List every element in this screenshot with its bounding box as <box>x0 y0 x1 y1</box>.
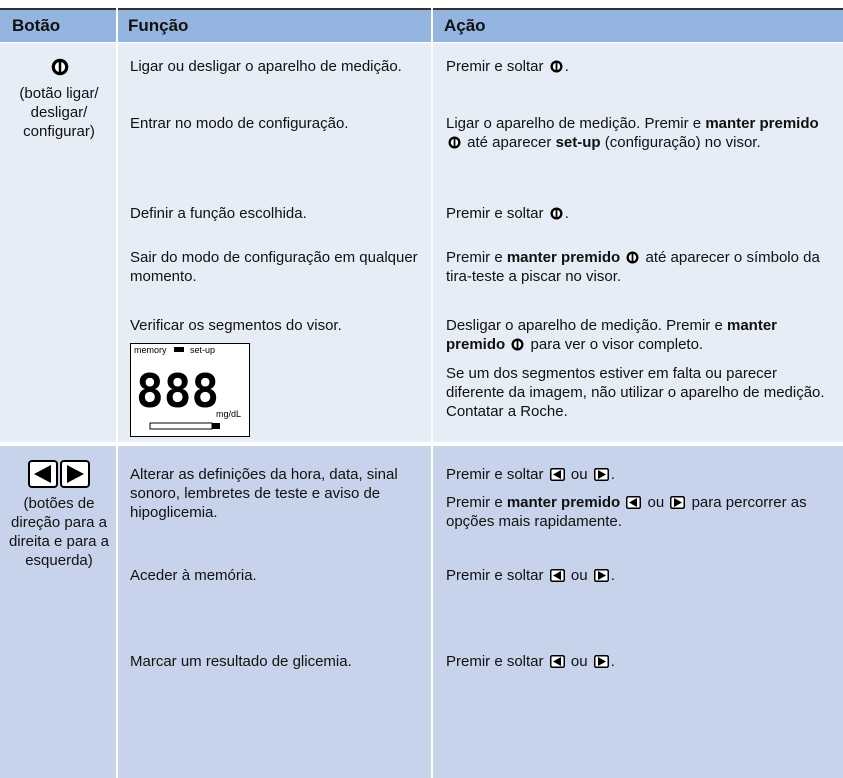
action: Premir e soltar ou . <box>446 465 831 484</box>
action: Premir e soltar ou . <box>446 566 831 585</box>
text: . <box>564 58 569 75</box>
display-label: 888 <box>136 364 219 418</box>
row-bg <box>0 446 843 778</box>
button-label: (botões de direção para a direita e para… <box>8 495 110 569</box>
action: Premir e soltar . <box>446 204 831 223</box>
display-label: memory <box>134 345 167 355</box>
left-icon <box>549 468 565 481</box>
text: ou <box>566 653 592 670</box>
header-cell: Ação <box>444 16 486 35</box>
header-cell: Função <box>128 16 189 35</box>
text: Premir e soltar <box>446 205 548 222</box>
function: Entrar no modo de configuração. <box>130 115 349 132</box>
text: para percorrer as opções mais rapidament… <box>446 494 807 530</box>
text: Desligar o aparelho de medição. Premir e <box>446 317 727 334</box>
column-divider <box>431 8 433 778</box>
right-icon <box>593 655 609 668</box>
power-icon <box>511 338 524 351</box>
text: para ver o visor completo. <box>526 336 704 353</box>
bold-text: manter premido <box>705 115 819 132</box>
text: ou <box>566 466 592 483</box>
function: Alterar as definições da hora, data, sin… <box>130 466 398 521</box>
display-label: set-up <box>190 345 215 355</box>
action: Ligar o aparelho de medição. Premir e ma… <box>446 114 831 152</box>
text: ou <box>566 567 592 584</box>
function: Sair do modo de configuração em qualquer… <box>130 249 418 285</box>
left-icon <box>549 569 565 582</box>
left-icon <box>549 655 565 668</box>
power-icon <box>550 207 563 220</box>
right-icon <box>593 569 609 582</box>
power-icon <box>626 251 639 264</box>
function: Ligar ou desligar o aparelho de medição. <box>130 58 402 75</box>
text: . <box>610 653 615 670</box>
power-icon <box>51 58 69 76</box>
power-icon <box>448 136 461 149</box>
function: Aceder à memória. <box>130 567 257 584</box>
function: Definir a função escolhida. <box>130 205 307 222</box>
text: até aparecer <box>463 134 556 151</box>
left-icon <box>626 496 642 509</box>
action: Premir e manter premido até aparecer o s… <box>446 248 831 286</box>
function: Marcar um resultado de glicemia. <box>130 653 352 670</box>
text: ou <box>643 494 669 511</box>
header-bg <box>0 8 843 42</box>
action: Premir e soltar ou . <box>446 652 831 671</box>
text: até aparecer o símbolo da tira-teste a p… <box>446 249 820 285</box>
power-icon <box>550 60 563 73</box>
text: Premir e soltar <box>446 58 548 75</box>
text: Premir e soltar <box>446 567 548 584</box>
battery-icon <box>174 347 184 352</box>
button-label: (botão ligar/ desligar/ configurar) <box>19 85 99 140</box>
header-cell: Botão <box>12 16 61 35</box>
bold-text: manter premido <box>506 249 621 266</box>
column-divider <box>116 8 118 778</box>
action: Premir e soltar . <box>446 57 831 76</box>
display-label: mg/dL <box>216 409 241 419</box>
bold-text: set-up <box>555 134 601 151</box>
text: Premir e <box>446 494 507 511</box>
function: Verificar os segmentos do visor. <box>130 317 342 334</box>
display-frame <box>130 343 250 437</box>
text: (configuração) no visor. <box>600 134 761 151</box>
arrow-buttons <box>28 460 90 488</box>
text: Premir e soltar <box>446 466 548 483</box>
right-icon <box>670 496 686 509</box>
text: . <box>610 466 615 483</box>
bold-text: manter premido <box>446 317 778 353</box>
bold-text: manter premido <box>506 494 621 511</box>
strip-icon <box>212 423 220 429</box>
text: Ligar o aparelho de medição. Premir e <box>446 115 706 132</box>
text: . <box>610 567 615 584</box>
action: Se um dos segmentos estiver em falta ou … <box>446 365 825 420</box>
action: Premir e manter premido ou para percorre… <box>446 493 831 531</box>
display-image: memory set-up 888 mg/dL <box>130 343 250 437</box>
right-icon <box>593 468 609 481</box>
text: Premir e soltar <box>446 653 548 670</box>
action: Desligar o aparelho de medição. Premir e… <box>446 316 831 354</box>
text: Premir e <box>446 249 507 266</box>
text: . <box>564 205 569 222</box>
